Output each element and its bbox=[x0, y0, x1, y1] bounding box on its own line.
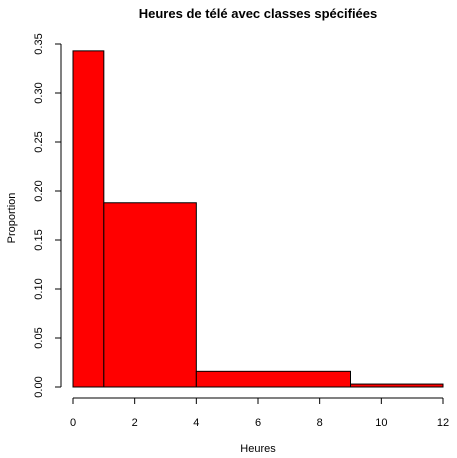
histogram-bar-3 bbox=[350, 383, 444, 388]
bars-group bbox=[72, 50, 444, 388]
histogram-bar-2 bbox=[195, 370, 351, 388]
y-tick-label-5: 0.25 bbox=[33, 131, 45, 152]
histogram-bar-1 bbox=[103, 202, 197, 388]
x-tick-label-4: 8 bbox=[317, 417, 323, 429]
x-axis: 0 2 4 6 8 10 12 bbox=[70, 397, 449, 429]
y-tick-label-3: 0.15 bbox=[33, 229, 45, 250]
x-tick-label-3: 6 bbox=[255, 417, 261, 429]
x-tick-label-0: 0 bbox=[70, 417, 76, 429]
y-tick-label-7: 0.35 bbox=[33, 33, 45, 54]
y-tick-label-6: 0.30 bbox=[33, 82, 45, 103]
x-axis-label: Heures bbox=[240, 443, 276, 455]
y-axis: 0.00 0.05 0.10 0.15 0.20 0.25 0.30 0.35 bbox=[33, 33, 62, 398]
x-tick-label-1: 2 bbox=[132, 417, 138, 429]
x-tick-label-2: 4 bbox=[193, 417, 199, 429]
y-tick-label-2: 0.10 bbox=[33, 278, 45, 299]
x-tick-label-5: 10 bbox=[375, 417, 387, 429]
y-tick-label-0: 0.00 bbox=[33, 376, 45, 397]
chart-title: Heures de télé avec classes spécifiées bbox=[139, 6, 378, 21]
y-axis-label: Proportion bbox=[6, 193, 18, 244]
y-tick-label-1: 0.05 bbox=[33, 327, 45, 348]
histogram-bar-0 bbox=[72, 50, 105, 388]
x-tick-label-6: 12 bbox=[437, 417, 449, 429]
y-tick-label-4: 0.20 bbox=[33, 180, 45, 201]
